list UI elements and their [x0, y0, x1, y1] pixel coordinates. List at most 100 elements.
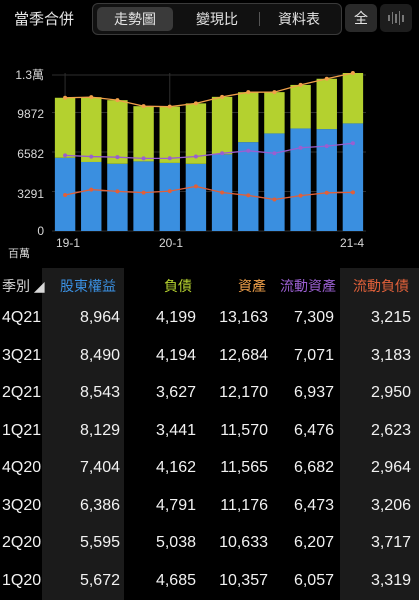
liabilities-cell: 3,441	[155, 421, 196, 439]
current-liabilities-point	[272, 197, 277, 202]
current-assets-point	[298, 145, 303, 150]
liabilities-bar	[211, 96, 233, 155]
tab-liquidity-ratio[interactable]: 變現比	[196, 11, 238, 27]
current-assets-point	[89, 154, 94, 159]
table-row[interactable]: 3Q21 8,490 4,194 12,684 7,071 3,183	[0, 338, 419, 375]
current-liabilities-point	[167, 189, 172, 194]
equity-cell: 8,543	[79, 384, 120, 401]
current-assets-cell: 6,057	[293, 571, 334, 589]
assets-point	[89, 95, 94, 100]
current-liabilities-point	[298, 193, 303, 198]
stacked-bar-line-chart[interactable]	[0, 0, 419, 268]
tab-data-table[interactable]: 資料表	[278, 11, 320, 27]
current-liabilities-point	[246, 193, 251, 198]
assets-cell: 12,170	[219, 384, 268, 401]
column-header-liabilities[interactable]: 負債	[164, 278, 192, 294]
liabilities-bar	[185, 103, 207, 164]
assets-line	[65, 72, 354, 108]
assets-point	[141, 104, 146, 109]
current-assets-point	[246, 148, 251, 153]
assets-point	[220, 94, 225, 99]
assets-point	[324, 76, 329, 81]
table-row[interactable]: 1Q21 8,129 3,441 11,570 6,476 2,623	[0, 413, 419, 450]
assets-cell: 10,357	[219, 571, 268, 589]
equity-bar	[316, 129, 337, 231]
assets-point	[167, 104, 172, 109]
liabilities-bar	[290, 84, 311, 129]
equity-bar	[133, 161, 154, 231]
equity-cell: 8,490	[79, 346, 120, 364]
table-row[interactable]: 1Q20 5,672 4,685 10,357 6,057 3,319	[0, 563, 419, 600]
equity-bar	[159, 162, 180, 231]
current-liabilities-point	[89, 187, 94, 192]
current-assets-cell: 6,682	[293, 459, 334, 476]
liabilities-cell: 5,038	[155, 534, 196, 551]
liabilities-bar	[342, 73, 364, 124]
chart-toggle-button[interactable]	[380, 4, 412, 32]
liabilities-bar	[238, 92, 259, 143]
table-row[interactable]: 4Q20 7,404 4,162 11,565 6,682 2,964	[0, 450, 419, 487]
quarter-cell: 2Q21	[2, 384, 42, 401]
quarter-cell: 4Q20	[2, 459, 42, 476]
equity-cell: 8,129	[79, 421, 120, 439]
tab-divider	[259, 12, 260, 26]
current-liabilities-point	[193, 184, 198, 189]
table-row[interactable]: 4Q21 8,964 4,199 13,163 7,309 3,215	[0, 300, 419, 337]
table-row[interactable]: 3Q20 6,386 4,791 11,176 6,473 3,206	[0, 488, 419, 525]
quarter-cell: 3Q20	[2, 496, 42, 514]
liabilities-cell: 4,685	[155, 571, 196, 589]
current-assets-cell: 6,476	[293, 421, 334, 439]
column-header-current-liabilities[interactable]: 流動負債	[353, 278, 409, 294]
equity-bar	[185, 163, 207, 231]
report-type-label[interactable]: 當季合併	[14, 11, 75, 28]
liabilities-bar	[54, 97, 76, 158]
assets-point	[246, 90, 251, 95]
assets-cell: 13,163	[219, 309, 268, 326]
column-highlight	[340, 268, 419, 600]
liabilities-cell: 4,791	[155, 496, 196, 514]
current-liabilities-point	[141, 190, 146, 195]
current-assets-point	[220, 151, 225, 156]
equity-bar	[342, 123, 364, 231]
bars-icon	[380, 4, 412, 32]
assets-cell: 11,176	[220, 496, 268, 514]
table-row[interactable]: 2Q21 8,543 3,627 12,170 6,937 2,950	[0, 375, 419, 412]
liabilities-bar	[264, 92, 285, 134]
quarter-cell: 3Q21	[2, 346, 42, 364]
current-liabilities-point	[324, 190, 329, 195]
current-assets-point	[193, 154, 198, 159]
current-liabilities-cell: 3,206	[370, 496, 411, 514]
current-liabilities-cell: 3,183	[370, 346, 411, 364]
column-highlight	[42, 268, 124, 600]
equity-cell: 7,404	[79, 459, 120, 476]
assets-point	[272, 90, 277, 95]
fullscreen-button[interactable]: 全	[345, 4, 377, 32]
current-assets-point	[115, 155, 120, 160]
liabilities-bar	[159, 106, 180, 163]
y-tick-label: 1.3萬	[15, 68, 44, 82]
liabilities-bar	[107, 100, 128, 164]
liabilities-cell: 4,162	[155, 459, 196, 476]
tab-trend-chart[interactable]: 走勢圖	[97, 7, 173, 31]
assets-point	[350, 71, 355, 75]
table-header: 季別 ◢ 股東權益 負債 資產 流動資產 流動負債	[0, 268, 419, 302]
column-header-assets[interactable]: 資產	[238, 278, 266, 294]
equity-cell: 8,964	[79, 309, 120, 326]
current-assets-cell: 7,071	[293, 346, 334, 364]
equity-bar	[81, 161, 102, 231]
column-header-equity[interactable]: 股東權益	[60, 278, 116, 294]
liabilities-bar	[81, 97, 102, 162]
assets-cell: 12,684	[219, 346, 268, 364]
table-row[interactable]: 2Q20 5,595 5,038 10,633 6,207 3,717	[0, 525, 419, 562]
header-bar: 當季合併 走勢圖 變現比 資料表 全	[0, 0, 419, 38]
view-tab-group: 走勢圖 變現比 資料表	[92, 3, 342, 35]
equity-bar	[290, 128, 311, 231]
current-assets-cell: 6,473	[293, 496, 334, 514]
column-header-quarter-sort[interactable]: 季別 ◢	[2, 278, 45, 294]
column-header-current-assets[interactable]: 流動資產	[280, 278, 336, 294]
current-assets-line	[65, 142, 353, 160]
equity-bar	[238, 142, 259, 231]
liabilities-bar	[316, 78, 337, 130]
x-tick-label: 19-1	[56, 236, 81, 250]
current-assets-point	[167, 156, 172, 161]
